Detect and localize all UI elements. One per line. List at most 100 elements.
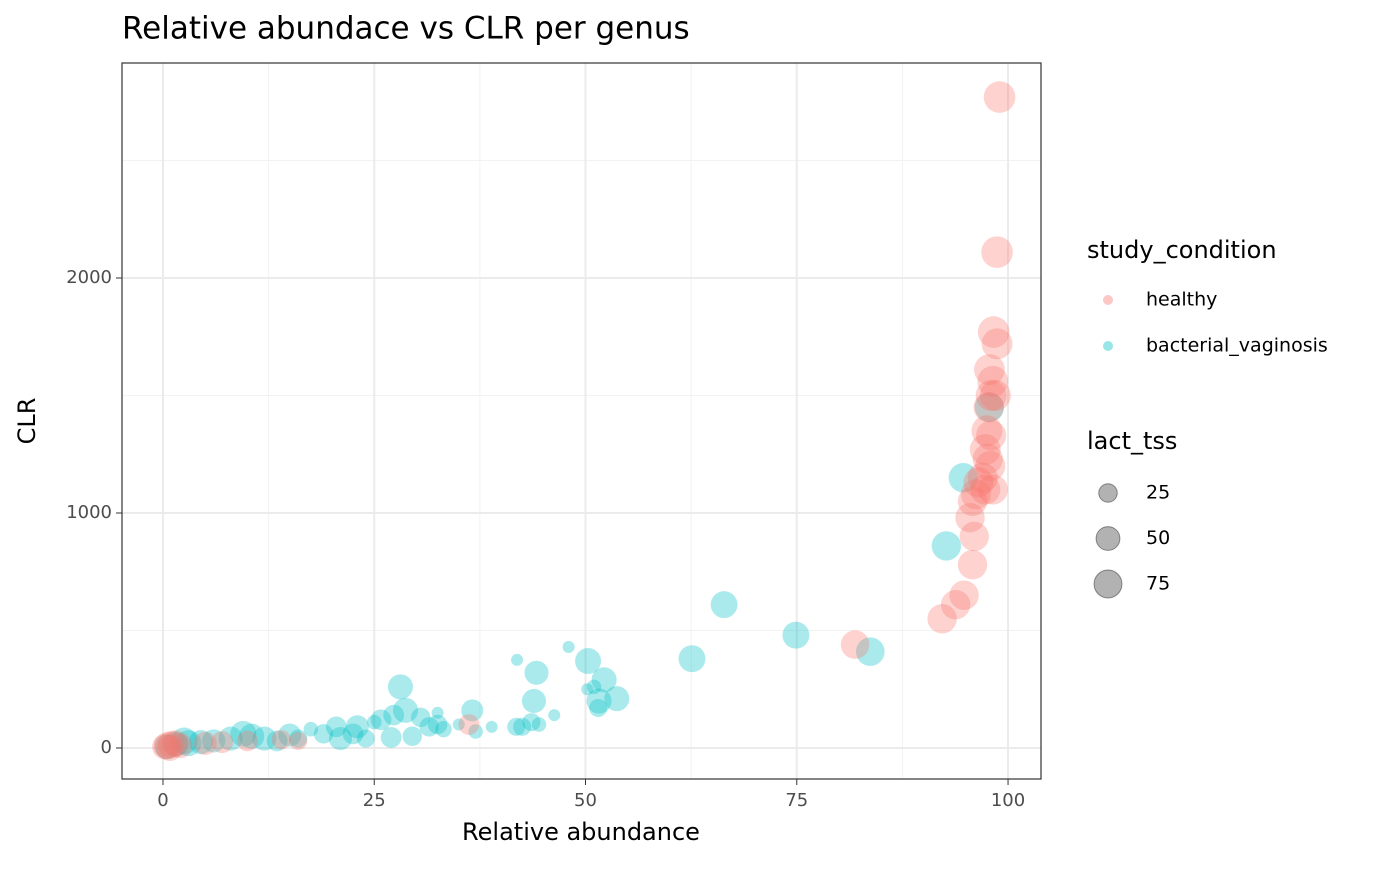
point — [957, 550, 988, 580]
point — [345, 715, 369, 739]
point — [313, 724, 334, 744]
point — [948, 463, 978, 493]
point — [521, 688, 547, 714]
point — [591, 667, 617, 693]
point — [230, 720, 257, 747]
point — [419, 717, 439, 737]
point — [468, 724, 483, 739]
point — [328, 727, 352, 751]
y-axis-title: CLR — [13, 398, 41, 445]
point — [188, 730, 214, 755]
panel-border — [121, 62, 1042, 780]
point — [969, 434, 1001, 465]
point — [983, 81, 1016, 113]
point — [266, 730, 288, 752]
point — [342, 723, 364, 745]
point — [410, 707, 431, 728]
point — [974, 392, 1005, 422]
point — [163, 731, 189, 758]
point — [522, 713, 541, 732]
point — [380, 727, 402, 748]
point — [963, 467, 994, 498]
point — [252, 726, 277, 751]
point — [955, 503, 985, 533]
point — [840, 630, 870, 659]
point — [581, 683, 594, 696]
point — [511, 653, 524, 666]
point — [193, 731, 217, 755]
point — [531, 717, 547, 732]
point — [981, 328, 1013, 360]
size-legend-label: 75 — [1146, 573, 1170, 595]
legend-label: healthy — [1146, 289, 1217, 311]
legend-label: bacterial_vaginosis — [1146, 335, 1328, 357]
x-axis-title: Relative abundance — [462, 818, 700, 846]
point — [949, 580, 979, 610]
size-legend-label: 25 — [1146, 482, 1170, 504]
chart-title: Relative abundace vs CLR per genus — [122, 11, 690, 47]
point — [485, 720, 498, 733]
size-legend-key — [1093, 569, 1123, 599]
point — [974, 354, 1005, 386]
point — [586, 688, 612, 714]
point — [548, 709, 561, 722]
point — [589, 698, 608, 718]
point — [957, 486, 988, 516]
point — [973, 392, 1004, 423]
point — [975, 450, 1006, 482]
point — [383, 704, 405, 726]
x-tick-label: 75 — [785, 790, 808, 811]
point — [392, 697, 419, 723]
point — [960, 479, 992, 510]
point — [427, 714, 448, 735]
point — [170, 727, 198, 755]
point — [237, 730, 258, 752]
point — [402, 726, 423, 746]
point — [977, 316, 1010, 348]
point — [452, 718, 465, 731]
point — [387, 674, 413, 700]
point — [967, 462, 998, 493]
point — [931, 531, 962, 561]
point — [507, 717, 526, 736]
size-legend-label: 50 — [1146, 527, 1170, 549]
point — [976, 420, 1007, 451]
x-tick-label: 100 — [991, 790, 1025, 811]
point — [278, 723, 302, 747]
point — [461, 699, 484, 722]
point — [710, 591, 738, 619]
point — [959, 521, 989, 552]
point — [356, 729, 375, 748]
y-tick-label: 2000 — [66, 267, 112, 288]
point — [175, 730, 202, 757]
point — [782, 621, 810, 649]
point — [940, 589, 971, 620]
y-tick-label: 1000 — [66, 502, 112, 523]
x-tick-label: 50 — [574, 790, 597, 811]
point — [972, 443, 1003, 475]
point — [927, 604, 957, 634]
size-legend-key — [1098, 483, 1118, 503]
point — [586, 679, 602, 695]
point — [157, 731, 185, 758]
legend-key — [1103, 341, 1113, 351]
point — [303, 721, 319, 737]
point — [435, 720, 452, 738]
point — [524, 660, 549, 685]
point — [370, 709, 392, 731]
y-tick-label: 0 — [101, 737, 112, 758]
point — [575, 648, 602, 675]
point — [167, 733, 193, 759]
size-legend-key — [1095, 526, 1121, 551]
point — [562, 640, 575, 653]
point — [856, 637, 885, 666]
legend-key — [1103, 295, 1113, 305]
point — [366, 714, 382, 730]
point — [211, 731, 234, 754]
point — [678, 645, 706, 673]
point — [979, 380, 1011, 411]
point — [458, 714, 480, 735]
point — [971, 415, 1003, 447]
point — [239, 723, 265, 749]
